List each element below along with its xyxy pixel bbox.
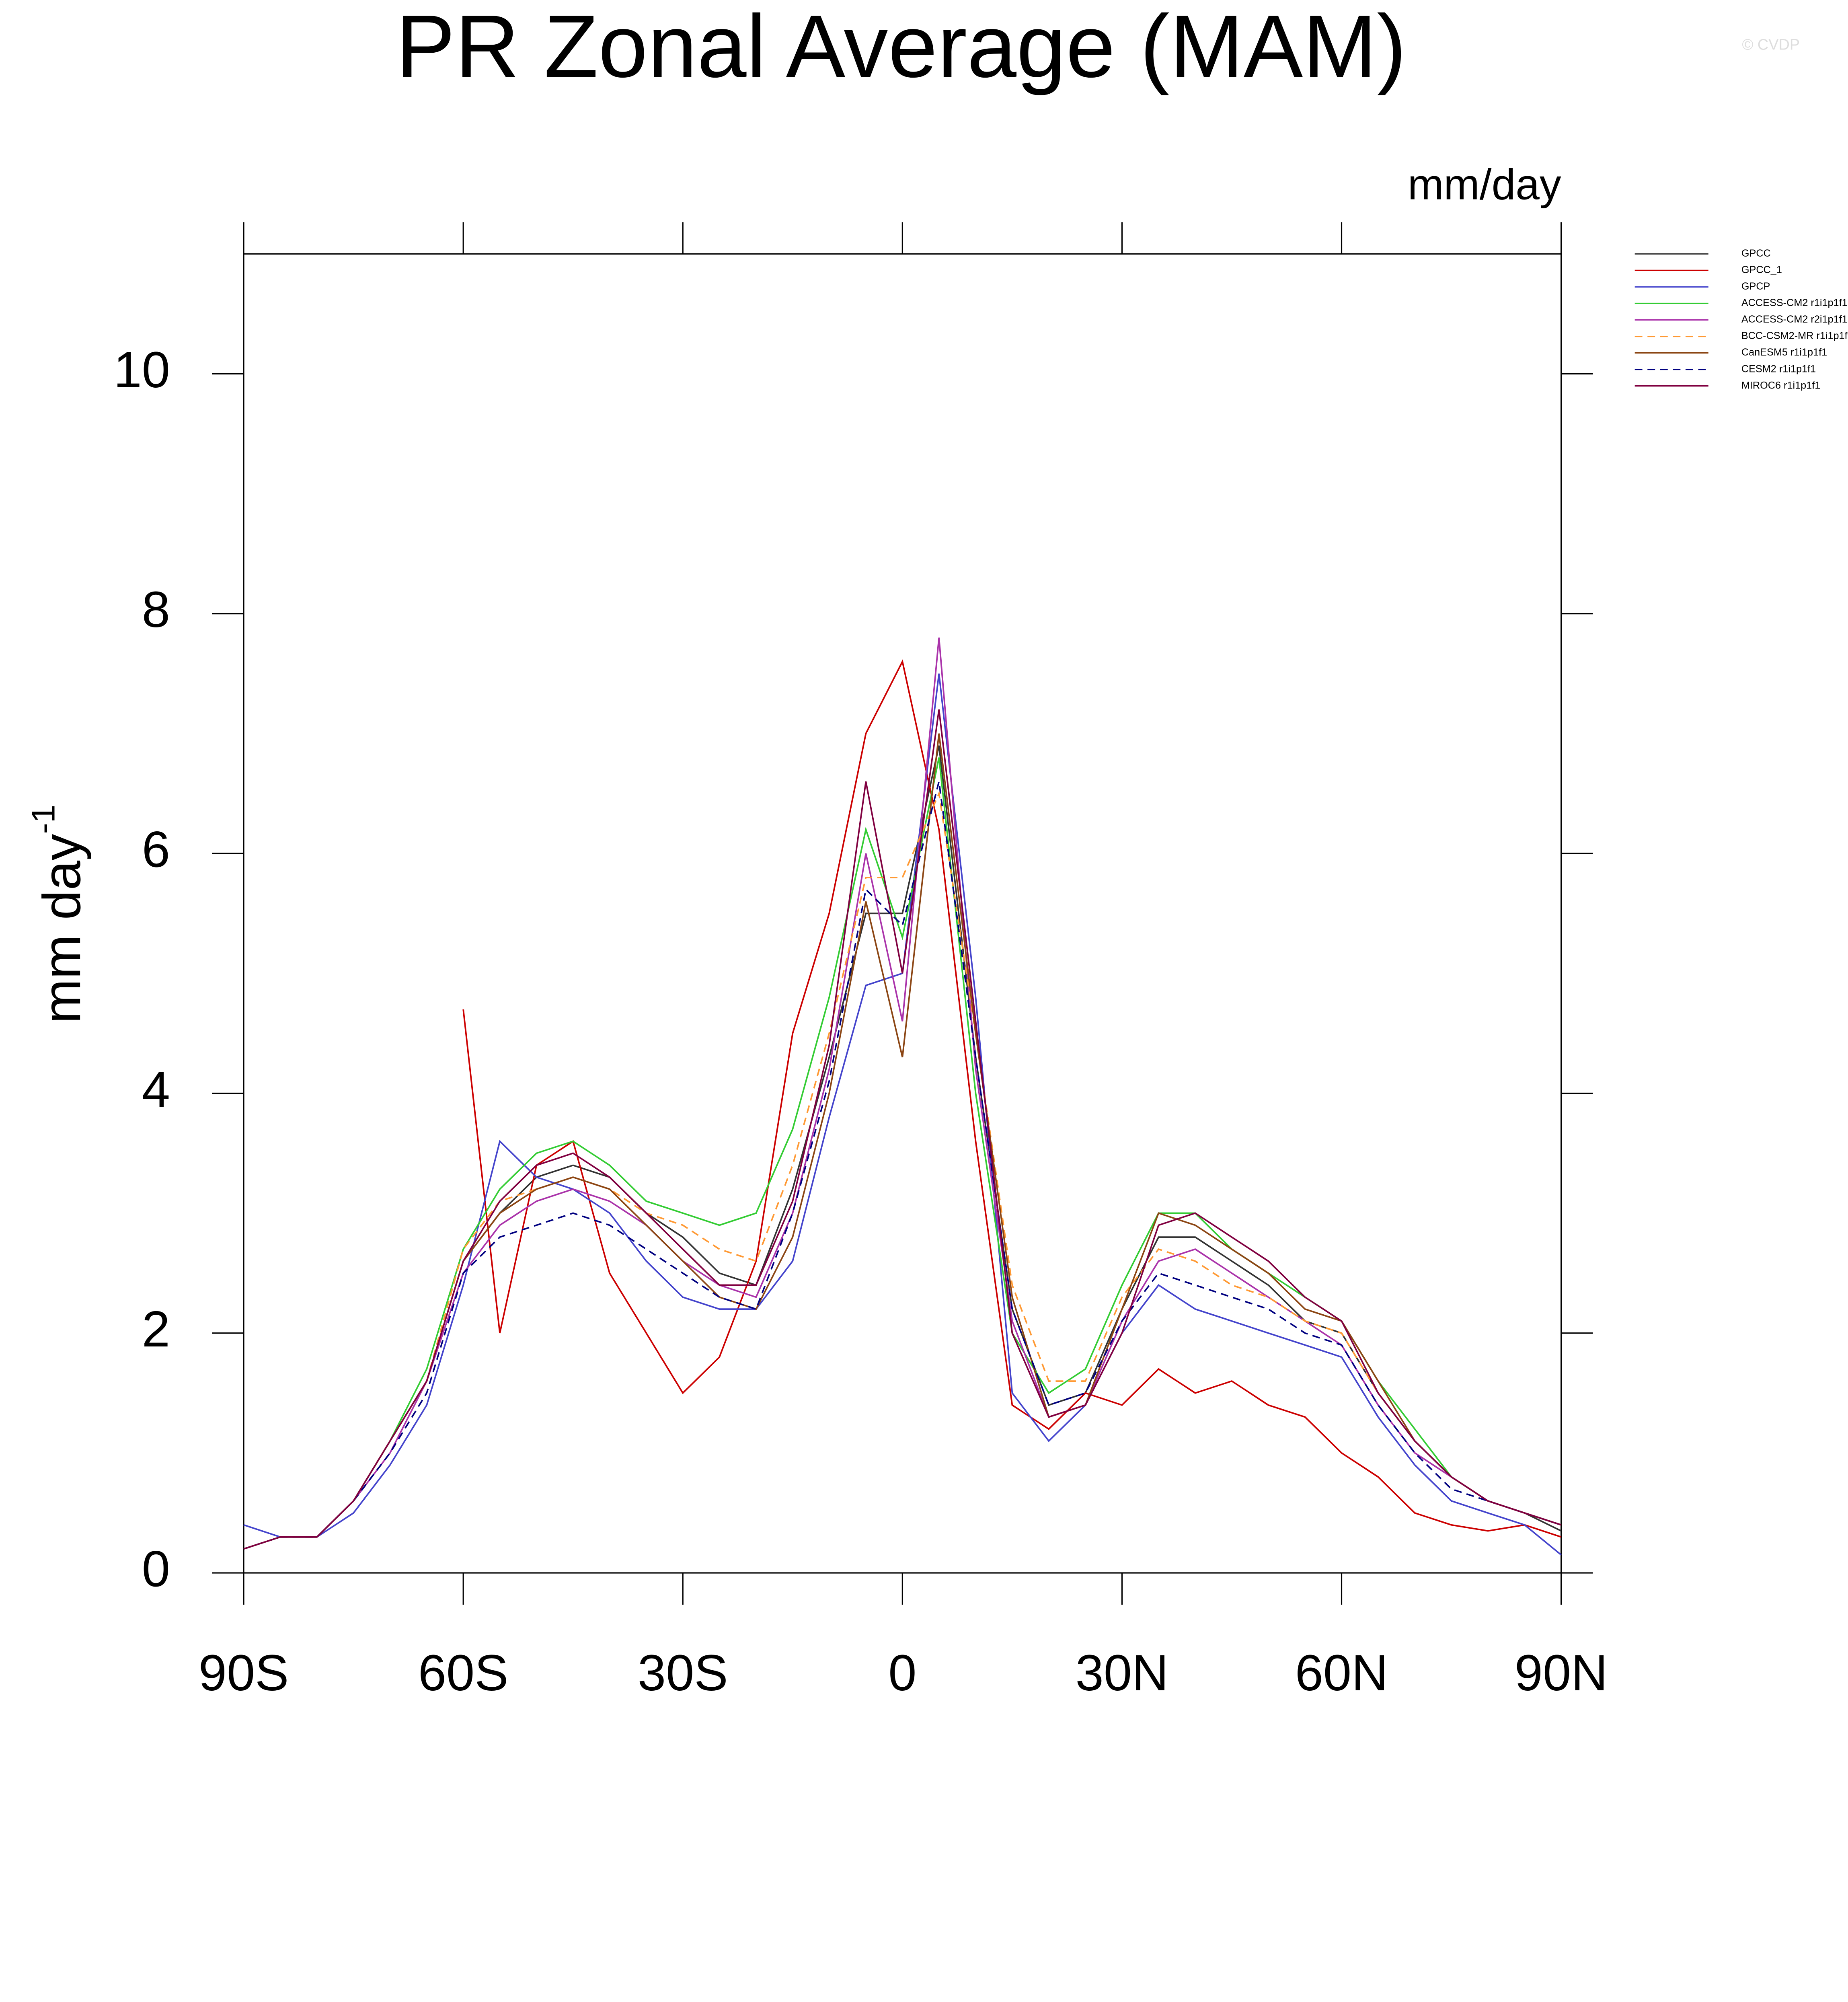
y-tick-label: 10 (114, 341, 170, 398)
y-axis-label: mm day-1 (25, 805, 92, 1024)
y-axis-label-sup: -1 (25, 805, 62, 834)
legend-label: ACCESS-CM2 r2i1p1f1 (1741, 314, 1848, 325)
legend-label: CanESM5 r1i1p1f1 (1741, 347, 1827, 358)
chart-title: PR Zonal Average (MAM) (396, 0, 1407, 96)
series-line (462, 659, 1562, 1538)
series-line (243, 781, 1562, 1550)
watermark: © CVDP (1742, 37, 1800, 53)
x-tick-label: 0 (888, 1644, 916, 1701)
x-tick-label: 30S (638, 1644, 728, 1701)
y-tick-label: 6 (142, 821, 170, 878)
legend-label: GPCC_1 (1741, 264, 1782, 275)
legend-label: MIROC6 r1i1p1f1 (1741, 380, 1820, 391)
series-line (243, 709, 1562, 1550)
series-line (243, 637, 1562, 1550)
legend-label: CESM2 r1i1p1f1 (1741, 363, 1816, 374)
legend-label: GPCP (1741, 281, 1770, 292)
x-tick-label: 30N (1076, 1644, 1169, 1701)
series-line (243, 745, 1562, 1550)
units-label: mm/day (1408, 160, 1561, 209)
legend-label: ACCESS-CM2 r1i1p1f1 (1741, 297, 1848, 308)
series-line (243, 673, 1562, 1556)
y-tick-label: 2 (142, 1301, 170, 1357)
legend-label: GPCC (1741, 248, 1771, 259)
y-axis-label-main: mm day (32, 834, 92, 1024)
y-tick-label: 4 (142, 1061, 170, 1118)
x-tick-label: 60N (1295, 1644, 1388, 1701)
y-tick-label: 0 (142, 1540, 170, 1597)
series-line (243, 791, 1562, 1550)
x-tick-label: 60S (418, 1644, 509, 1701)
x-tick-label: 90S (199, 1644, 289, 1701)
y-tick-label: 8 (142, 581, 170, 638)
x-tick-label: 90N (1515, 1644, 1608, 1701)
legend-label: BCC-CSM2-MR r1i1p1f1 (1741, 330, 1848, 341)
series-line (243, 733, 1562, 1550)
